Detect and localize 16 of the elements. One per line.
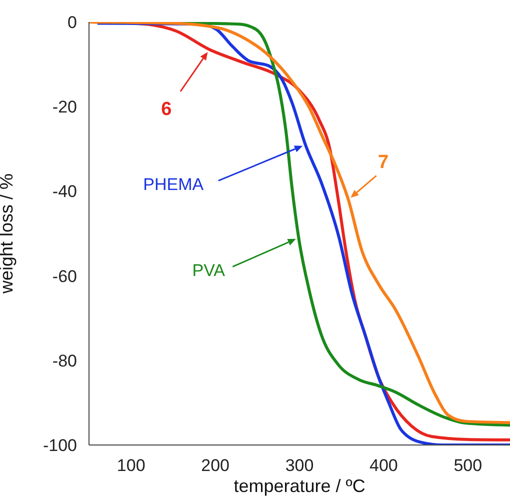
x-axis-title: temperature / ºC bbox=[234, 476, 366, 496]
y-tick-label: -80 bbox=[52, 351, 77, 370]
y-tick-label: -20 bbox=[52, 98, 77, 117]
text: PVA bbox=[192, 261, 226, 280]
x-tick-label: 100 bbox=[116, 456, 146, 476]
text: 6 bbox=[161, 98, 172, 120]
y-tick-label: -40 bbox=[52, 182, 77, 202]
x-tick-label: 300 bbox=[285, 456, 314, 476]
x-tick-label: 400 bbox=[370, 456, 398, 476]
x-tick-label: 200 bbox=[201, 456, 230, 476]
y-tick-label: -60 bbox=[52, 266, 77, 286]
series-label: 7 bbox=[378, 152, 389, 174]
text: PHEMA bbox=[143, 175, 204, 194]
x-tick-label: 500 bbox=[454, 456, 482, 476]
y-tick-label: -100 bbox=[42, 436, 77, 456]
y-tick-label: 0 bbox=[68, 13, 77, 32]
